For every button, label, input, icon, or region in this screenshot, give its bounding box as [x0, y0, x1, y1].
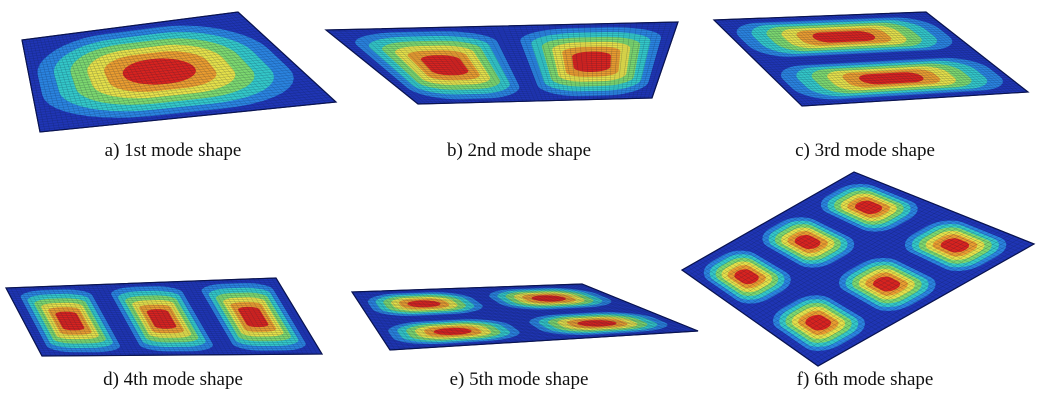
panel-mode-5: e) 5th mode shape — [346, 166, 699, 396]
plate-mode-1 — [21, 11, 338, 133]
mode-lobe — [820, 183, 918, 232]
mode-lobe — [905, 220, 1007, 271]
mesh-grid — [713, 11, 1029, 107]
caption-mode-3: c) 3rd mode shape — [795, 140, 935, 161]
plate-mode-2 — [324, 21, 679, 105]
mode-lobe — [781, 57, 1003, 100]
mode-lobe — [520, 27, 661, 97]
panel-mode-6: f) 6th mode shape — [680, 166, 1038, 396]
plate-outline — [324, 21, 679, 105]
caption-mode-6: f) 6th mode shape — [796, 369, 934, 390]
panel-mode-3: c) 3rd mode shape — [692, 0, 1038, 170]
caption-mode-4: d) 4th mode shape — [103, 369, 243, 390]
plate-outline — [680, 171, 1036, 367]
mode-lobe — [773, 295, 865, 351]
mode-lobe — [201, 283, 306, 351]
mesh-grid — [325, 21, 679, 105]
plate-mode-4 — [5, 277, 324, 357]
mode-lobe — [367, 292, 483, 316]
mode-lobe — [736, 17, 953, 57]
plate-mode-6 — [680, 171, 1036, 367]
caption-mode-5: e) 5th mode shape — [449, 369, 589, 390]
mode-lobe — [37, 25, 294, 118]
mode-lobe — [839, 258, 936, 311]
plate-mode-3 — [712, 11, 1030, 107]
mode-lobe — [762, 217, 855, 268]
mode-lobe — [388, 319, 520, 345]
mode-lobe — [529, 312, 668, 335]
mesh-grid — [681, 171, 1035, 367]
mode-lobe — [703, 250, 791, 304]
mode-lobe — [111, 286, 213, 352]
panel-mode-4: d) 4th mode shape — [0, 166, 346, 396]
panel-mode-2: b) 2nd mode shape — [324, 0, 692, 170]
plate-mode-5 — [350, 283, 699, 351]
plate-outline — [5, 277, 324, 357]
plate-outline — [21, 11, 338, 133]
mode-lobe — [355, 31, 520, 100]
panel-mode-1: a) 1st mode shape — [0, 0, 346, 170]
mode-lobe — [20, 289, 121, 353]
mesh-grid — [351, 283, 699, 351]
caption-mode-1: a) 1st mode shape — [104, 140, 242, 161]
caption-mode-2: b) 2nd mode shape — [446, 140, 592, 161]
plate-outline — [712, 11, 1030, 107]
plate-outline — [350, 283, 699, 351]
mode-lobe — [489, 287, 612, 310]
